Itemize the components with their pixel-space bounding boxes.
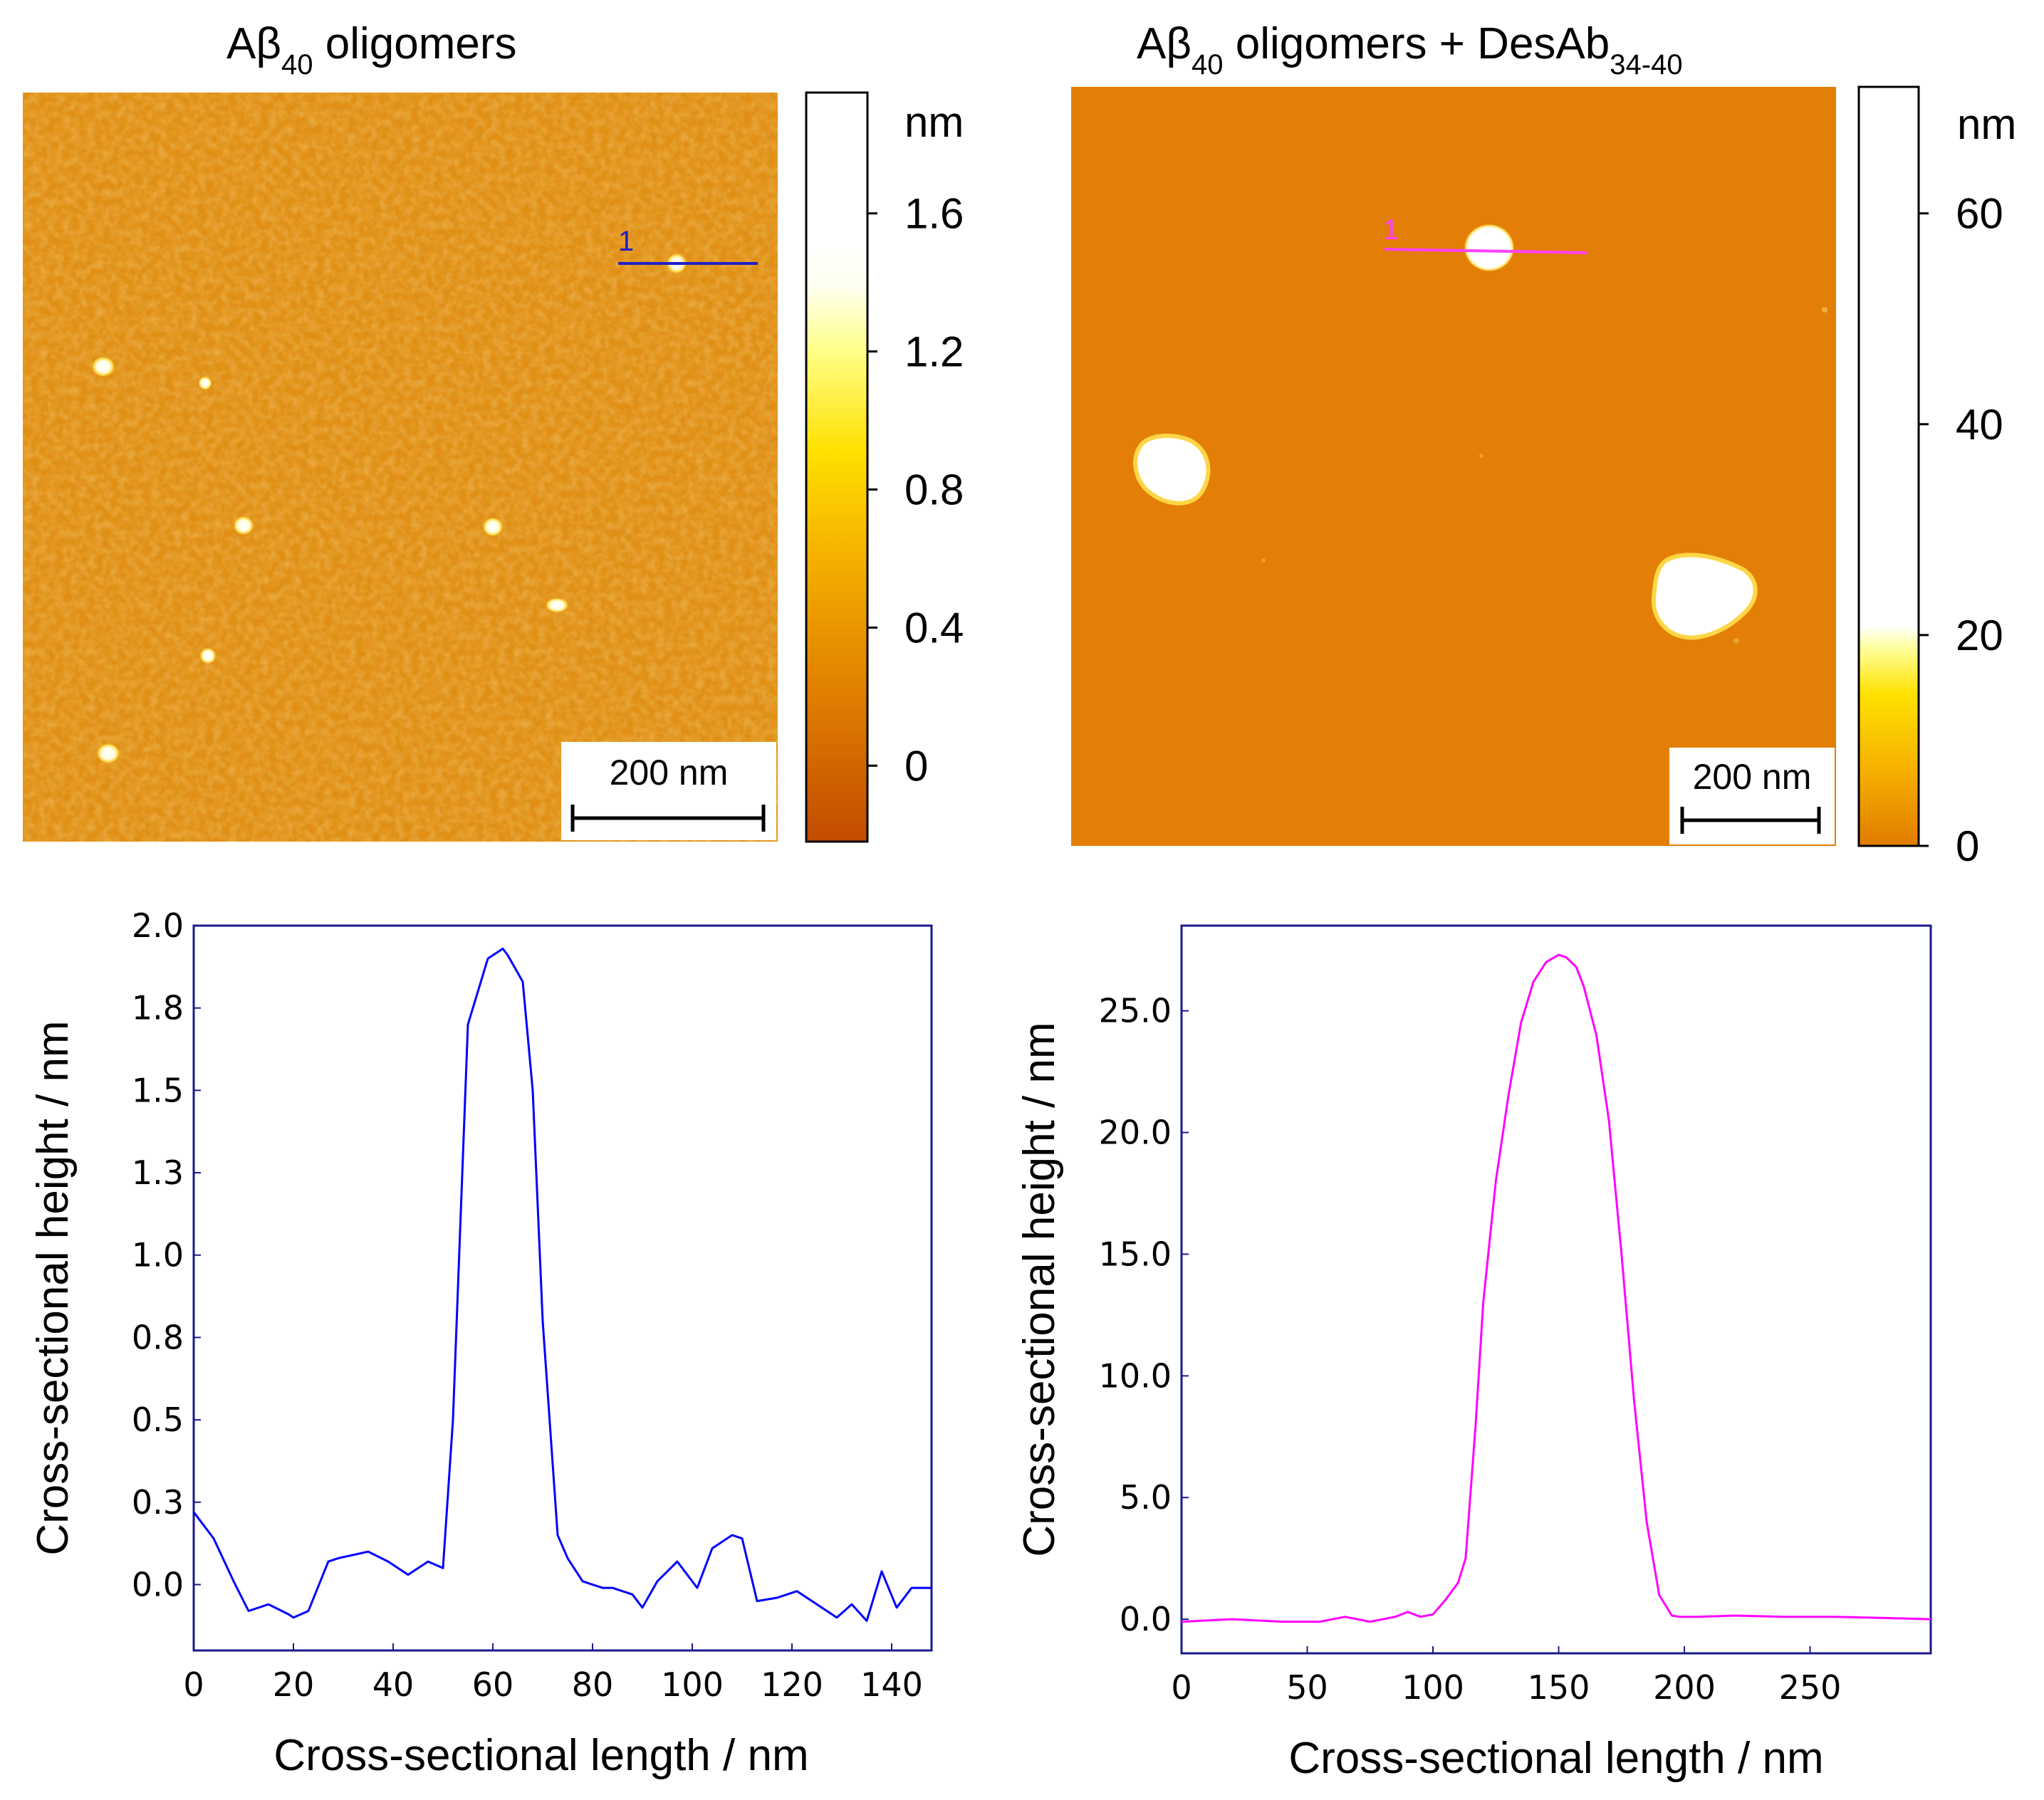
panel-title-right: Aβ40 oligomers + DesAb34-40 [1137, 19, 1683, 80]
y-tick-label: 1.0 [132, 1236, 184, 1275]
afm-image-left: 1 200 nm [23, 93, 778, 842]
scale-bar-label-right: 200 nm [1693, 757, 1812, 797]
colorbar-right: nm 60 40 20 0 [1857, 85, 2016, 870]
colorbar-tick-label: 0.4 [904, 604, 964, 652]
colorbar-tick-label: 60 [1956, 190, 2003, 238]
plot-frame [1180, 924, 1932, 1655]
x-axis-label: Cross-sectional length / nm [273, 1731, 808, 1780]
y-tick-label: 1.5 [132, 1071, 184, 1109]
x-tick-label: 120 [761, 1665, 823, 1704]
height-profile-chart-left: 2.0 1.8 1.5 1.3 1.0 0.8 0.5 0.3 0.0 0 20 40 60 80 100 1… [28, 906, 933, 1780]
colorbar-tick-label: 1.2 [904, 328, 964, 376]
x-tick-label: 0 [183, 1665, 204, 1704]
x-tick-label: 100 [661, 1665, 724, 1704]
x-axis-label: Cross-sectional length / nm [1288, 1734, 1823, 1783]
y-tick-label: 2.0 [132, 906, 184, 945]
y-tick-label: 10.0 [1099, 1356, 1172, 1395]
x-tick-label: 20 [273, 1665, 315, 1704]
x-tick-label: 40 [372, 1665, 414, 1704]
height-profile-series [192, 947, 932, 1622]
y-tick-label: 20.0 [1099, 1114, 1172, 1152]
y-tick-label: 1.3 [132, 1153, 184, 1192]
y-tick-label: 0.0 [1120, 1600, 1172, 1638]
plot-frame [192, 924, 933, 1652]
oligomer-particles-left [91, 253, 687, 764]
y-tick-label: 0.0 [132, 1565, 184, 1603]
y-tick-label: 0.5 [132, 1401, 184, 1439]
afm-image-right: 1 200 nm [1071, 87, 1836, 846]
scale-bar-left: 200 nm [561, 742, 776, 840]
height-profile-chart-right: 25.0 20.0 15.0 10.0 5.0 0.0 0 50 100 150 200 250 Cro… [1015, 924, 1932, 1783]
colorbar-left: nm 1.6 1.2 0.8 0.4 0 [805, 91, 964, 843]
x-tick-label: 150 [1528, 1668, 1590, 1707]
aggregate-particles-right [1133, 224, 1758, 640]
colorbar-tick-label: 1.6 [904, 190, 964, 238]
x-tick-label: 60 [472, 1665, 514, 1704]
x-tick-label: 200 [1653, 1668, 1716, 1707]
colorbar-unit-left: nm [904, 98, 964, 146]
scale-bar-right: 200 nm [1669, 748, 1835, 844]
colorbar-tick-label: 0.8 [904, 466, 964, 514]
colorbar-tick-label: 0 [1956, 822, 1979, 870]
x-tick-label: 50 [1286, 1668, 1328, 1707]
panel-title-left: Aβ40 oligomers [226, 19, 517, 80]
y-axis-label: Cross-sectional height / nm [28, 1020, 78, 1555]
x-tick-label: 80 [572, 1665, 614, 1704]
scale-bar-label-left: 200 nm [610, 753, 729, 792]
y-tick-label: 1.8 [132, 989, 184, 1027]
colorbar-unit-right: nm [1957, 100, 2016, 148]
colorbar-tick-label: 40 [1956, 401, 2003, 449]
colorbar-tick-label: 20 [1956, 612, 2003, 659]
profile-label-left: 1 [618, 226, 634, 257]
x-tick-label: 100 [1402, 1668, 1464, 1707]
y-tick-label: 5.0 [1120, 1478, 1172, 1517]
y-tick-label: 0.3 [132, 1483, 184, 1522]
profile-label-right: 1 [1383, 214, 1399, 246]
profile-line-right [1384, 248, 1587, 254]
y-tick-label: 25.0 [1099, 992, 1172, 1030]
colorbar-tick-label: 0 [904, 742, 928, 790]
x-tick-label: 250 [1779, 1668, 1842, 1707]
y-tick-label: 0.8 [132, 1318, 184, 1356]
x-tick-label: 140 [860, 1665, 923, 1704]
y-axis-label: Cross-sectional height / nm [1015, 1022, 1064, 1556]
height-profile-series [1181, 953, 1931, 1623]
x-tick-label: 0 [1171, 1668, 1192, 1707]
y-tick-label: 15.0 [1099, 1235, 1172, 1273]
